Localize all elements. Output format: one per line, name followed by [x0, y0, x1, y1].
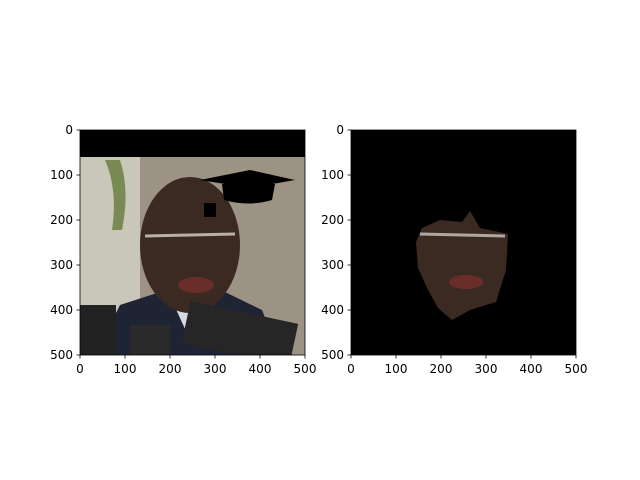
cap-top: [200, 170, 295, 188]
y-tick-label: 100: [50, 168, 73, 182]
y-tick-label: 100: [321, 168, 344, 182]
mouth: [178, 277, 214, 293]
axes-frame: [79, 129, 306, 356]
x-tick-label: 200: [159, 362, 182, 376]
y-tick-label: 0: [336, 123, 344, 137]
y-tick-label: 400: [50, 303, 73, 317]
y-tick-label: 300: [50, 258, 73, 272]
face: [416, 211, 508, 320]
x-tick-label: 0: [76, 362, 84, 376]
cap-tassel: [204, 203, 216, 217]
x-tick-label: 500: [294, 362, 317, 376]
mouth: [449, 275, 483, 289]
glasses: [144, 232, 236, 238]
right-image: [351, 130, 576, 355]
microphone: [130, 325, 170, 355]
x-tick-label: 100: [385, 362, 408, 376]
y-tick-label: 500: [50, 348, 73, 362]
palm: [105, 160, 126, 230]
cap-base: [222, 184, 275, 204]
x-tick-label: 300: [475, 362, 498, 376]
y-tick-label: 300: [321, 258, 344, 272]
y-tick-label: 400: [321, 303, 344, 317]
x-tick-label: 300: [204, 362, 227, 376]
x-tick-label: 400: [249, 362, 272, 376]
y-tick-label: 200: [50, 213, 73, 227]
x-tick-label: 0: [347, 362, 355, 376]
x-tick-label: 500: [565, 362, 588, 376]
y-tick-label: 500: [321, 348, 344, 362]
x-tick-label: 200: [430, 362, 453, 376]
glasses: [419, 232, 506, 238]
y-tick-label: 200: [321, 213, 344, 227]
axes-frame: [350, 129, 577, 356]
x-tick-label: 100: [114, 362, 137, 376]
y-tick-label: 0: [65, 123, 73, 137]
camera: [181, 301, 299, 355]
left-image: [80, 130, 305, 355]
x-tick-label: 400: [520, 362, 543, 376]
microphone: [80, 305, 116, 355]
